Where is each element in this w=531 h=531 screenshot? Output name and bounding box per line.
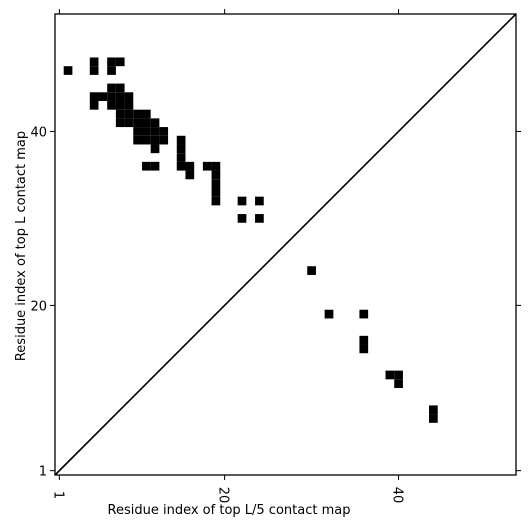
contact-cell bbox=[176, 135, 186, 145]
contact-cell bbox=[141, 135, 151, 145]
y-tick-label: 40 bbox=[30, 125, 47, 140]
contact-cell bbox=[133, 109, 142, 119]
contact-cell bbox=[115, 109, 125, 119]
x-axis-label: Residue index of top L/5 contact map bbox=[108, 503, 351, 518]
contact-cell bbox=[133, 118, 142, 128]
contact-cell bbox=[211, 170, 221, 180]
contact-cell bbox=[307, 266, 316, 275]
contact-cell bbox=[141, 118, 151, 128]
contact-cell bbox=[359, 335, 369, 345]
contact-cell bbox=[359, 309, 369, 319]
contact-cell bbox=[385, 370, 395, 380]
contact-cell bbox=[394, 370, 403, 380]
y-tick-label: 20 bbox=[30, 299, 47, 314]
contact-cell bbox=[150, 127, 160, 136]
contact-cell bbox=[115, 83, 125, 93]
contact-cell bbox=[176, 153, 186, 162]
contact-cell bbox=[211, 179, 221, 188]
contact-cell bbox=[89, 100, 99, 110]
contact-cell bbox=[107, 66, 116, 75]
contact-cell bbox=[141, 161, 151, 171]
x-tick-label: 1 bbox=[50, 491, 65, 499]
contact-cell bbox=[107, 100, 116, 110]
contact-cell bbox=[133, 135, 142, 145]
contact-cell bbox=[211, 187, 221, 197]
y-tick-label: 1 bbox=[39, 465, 47, 480]
contact-cell bbox=[429, 414, 438, 423]
x-tick-label: 40 bbox=[390, 487, 405, 504]
x-tick-label: 20 bbox=[216, 487, 231, 504]
contact-cell bbox=[115, 92, 125, 101]
contact-cell bbox=[237, 214, 247, 223]
contact-cell bbox=[211, 196, 221, 206]
contact-cell bbox=[124, 109, 134, 119]
contact-cell bbox=[211, 161, 221, 171]
contact-cell bbox=[159, 135, 169, 145]
contact-cell bbox=[89, 57, 99, 67]
contact-cell bbox=[124, 92, 134, 101]
contact-cell bbox=[237, 196, 247, 206]
contact-cell bbox=[107, 92, 116, 101]
contact-cell bbox=[150, 161, 160, 171]
contact-cell bbox=[124, 118, 134, 128]
contact-cell bbox=[202, 161, 212, 171]
contact-cell bbox=[359, 344, 369, 354]
contact-cell bbox=[324, 309, 334, 319]
contact-cell bbox=[429, 405, 438, 415]
contact-cell bbox=[150, 118, 160, 128]
contact-cell bbox=[63, 66, 73, 75]
contact-cell bbox=[107, 57, 116, 67]
contact-cell bbox=[176, 144, 186, 154]
contact-cell bbox=[176, 161, 186, 171]
contact-cell bbox=[394, 379, 403, 389]
contact-cell bbox=[115, 57, 125, 67]
contact-cell bbox=[133, 127, 142, 136]
contact-cell bbox=[185, 161, 195, 171]
diagonal-line bbox=[54, 13, 517, 476]
contact-cell bbox=[89, 92, 99, 101]
contact-cell bbox=[159, 127, 169, 136]
contact-cell bbox=[115, 118, 125, 128]
contact-cell bbox=[255, 196, 264, 206]
contact-cell bbox=[98, 92, 108, 101]
contact-cell bbox=[185, 170, 195, 180]
contact-cell bbox=[141, 127, 151, 136]
y-axis-label: Residue index of top L contact map bbox=[14, 131, 29, 361]
contact-cell bbox=[115, 100, 125, 110]
contact-cell bbox=[107, 83, 116, 93]
plot-frame bbox=[54, 13, 517, 476]
contact-cell bbox=[124, 100, 134, 110]
contact-cell bbox=[255, 214, 264, 223]
contact-cell bbox=[141, 109, 151, 119]
contact-cell bbox=[150, 135, 160, 145]
contact-cell bbox=[150, 144, 160, 154]
contact-cell bbox=[89, 66, 99, 75]
